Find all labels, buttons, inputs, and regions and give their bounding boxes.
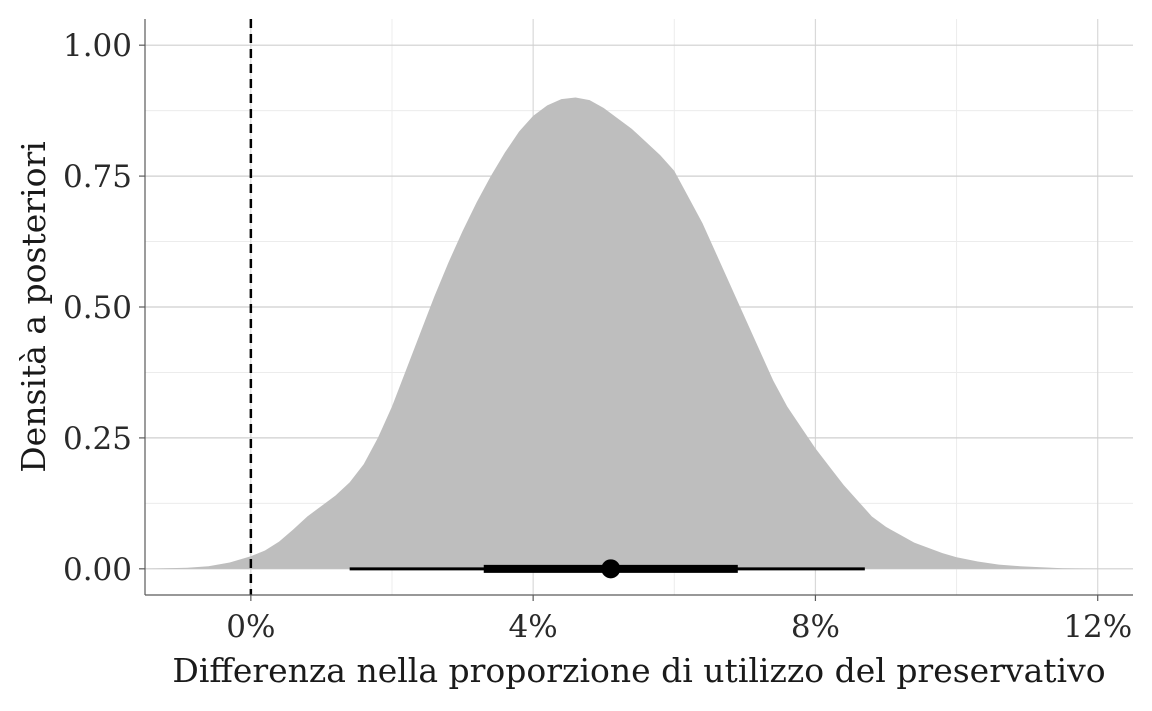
point-estimate bbox=[601, 559, 621, 579]
y-tick-label: 0.25 bbox=[63, 421, 132, 457]
y-axis-title: Densità a posteriori bbox=[14, 141, 53, 473]
density-area-layer bbox=[145, 97, 1098, 569]
axes bbox=[139, 19, 1133, 601]
y-tick-label: 0.00 bbox=[63, 552, 132, 588]
x-tick-label: 4% bbox=[509, 609, 558, 645]
tick-labels: 0% 4% 8% 12% 0.00 0.25 0.50 0.75 1.00 bbox=[63, 28, 1132, 645]
y-tick-label: 0.75 bbox=[63, 159, 132, 195]
y-tick-label: 0.50 bbox=[63, 290, 132, 326]
x-axis-title: Differenza nella proporzione di utilizzo… bbox=[172, 651, 1105, 690]
density-area bbox=[145, 97, 1098, 569]
point-interval bbox=[349, 559, 865, 579]
y-tick-label: 1.00 bbox=[63, 28, 132, 64]
x-tick-label: 12% bbox=[1063, 609, 1132, 645]
x-tick-label: 8% bbox=[791, 609, 840, 645]
x-tick-label: 0% bbox=[226, 609, 275, 645]
